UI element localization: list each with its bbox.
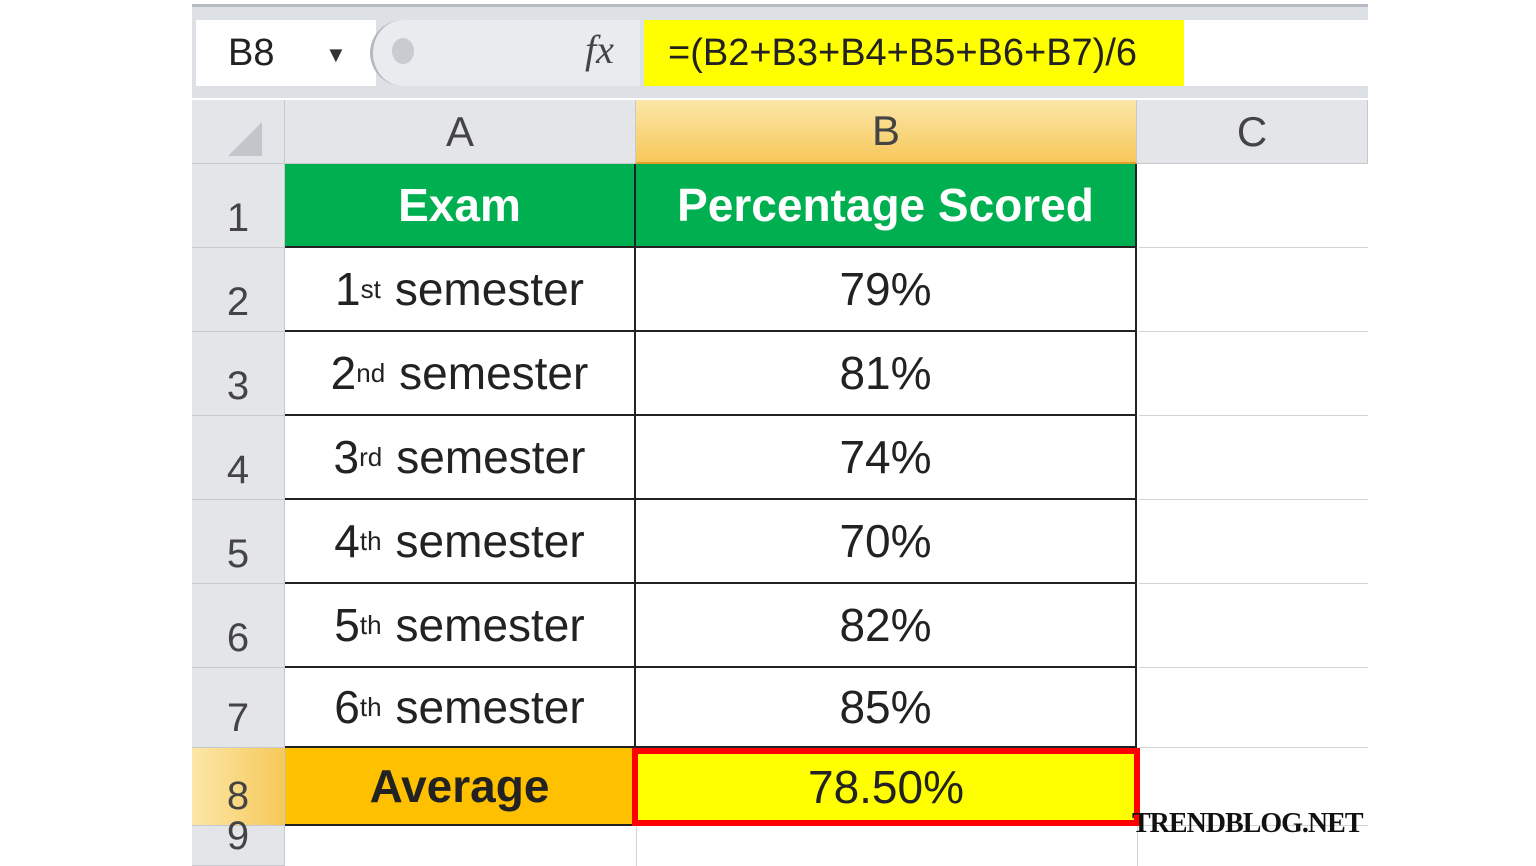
ordinal-suffix: nd — [356, 357, 386, 388]
cell-b6[interactable]: 82% — [636, 584, 1137, 668]
cell-b1[interactable]: Percentage Scored — [636, 164, 1137, 248]
row-header-3[interactable]: 3 — [192, 332, 285, 416]
row-header-1[interactable]: 1 — [192, 164, 285, 248]
formula-input-area[interactable] — [1184, 20, 1368, 86]
ordinal-suffix: th — [359, 609, 382, 640]
cell-c7[interactable] — [1139, 668, 1368, 748]
column-header-a[interactable]: A — [285, 100, 636, 164]
gridline — [1137, 826, 1138, 866]
ordinal-suffix: rd — [359, 441, 383, 472]
cell-b8-selected[interactable]: 78.50% — [632, 748, 1140, 826]
row-header-8[interactable]: 8 — [192, 748, 285, 826]
formula-input[interactable]: =(B2+B3+B4+B5+B6+B7)/6 — [644, 20, 1184, 86]
column-header-c[interactable]: C — [1137, 100, 1368, 164]
semester-number: 5 — [334, 599, 360, 651]
cell-c5[interactable] — [1139, 500, 1368, 584]
formula-bar-splitter[interactable] — [370, 20, 640, 86]
cell-b4[interactable]: 74% — [636, 416, 1137, 500]
semester-label: semester — [399, 347, 589, 399]
column-header-b[interactable]: B — [636, 100, 1137, 164]
cell-c6[interactable] — [1139, 584, 1368, 668]
gridline — [636, 826, 637, 866]
cell-b7[interactable]: 85% — [636, 668, 1137, 748]
semester-label: semester — [396, 431, 586, 483]
cell-c4[interactable] — [1139, 416, 1368, 500]
cell-c8[interactable] — [1139, 748, 1368, 826]
row-header-2[interactable]: 2 — [192, 248, 285, 332]
semester-number: 2 — [330, 347, 357, 399]
ordinal-suffix: th — [359, 525, 382, 556]
ordinal-suffix: st — [360, 273, 381, 304]
semester-number: 6 — [334, 681, 360, 733]
row-header-7[interactable]: 7 — [192, 668, 285, 748]
cell-c2[interactable] — [1139, 248, 1368, 332]
cell-c3[interactable] — [1139, 332, 1368, 416]
fx-label: fx — [585, 27, 614, 72]
cell-c1[interactable] — [1139, 164, 1368, 248]
resize-handle-icon[interactable] — [392, 38, 414, 64]
semester-label: semester — [395, 681, 585, 733]
row-header-6[interactable]: 6 — [192, 584, 285, 668]
semester-number: 4 — [334, 515, 360, 567]
select-all-corner[interactable] — [192, 100, 285, 164]
row-header-9[interactable]: 9 — [192, 814, 285, 866]
cell-a8[interactable]: Average — [285, 748, 636, 826]
cell-b2[interactable]: 79% — [636, 248, 1137, 332]
row-header-4[interactable]: 4 — [192, 416, 285, 500]
semester-number: 1 — [335, 263, 361, 315]
cell-b3[interactable]: 81% — [636, 332, 1137, 416]
watermark: TRENDBLOG.NET — [1132, 808, 1363, 839]
cell-a1[interactable]: Exam — [285, 164, 636, 248]
semester-label: semester — [395, 515, 585, 567]
semester-label: semester — [395, 599, 585, 651]
semester-label: semester — [394, 263, 584, 315]
cell-b5[interactable]: 70% — [636, 500, 1137, 584]
insert-function-icon[interactable]: fx — [585, 26, 614, 73]
row-header-5[interactable]: 5 — [192, 500, 285, 584]
semester-number: 3 — [333, 431, 360, 483]
name-box[interactable]: B8 — [196, 20, 376, 86]
name-box-dropdown-icon[interactable]: ▼ — [325, 42, 347, 67]
select-all-triangle-icon — [228, 121, 262, 156]
ordinal-suffix: th — [359, 691, 382, 722]
